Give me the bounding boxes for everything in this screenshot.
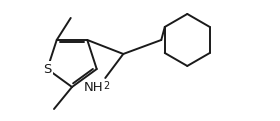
Text: 2: 2 (103, 81, 109, 91)
Text: S: S (43, 63, 52, 76)
Text: NH: NH (84, 81, 103, 94)
